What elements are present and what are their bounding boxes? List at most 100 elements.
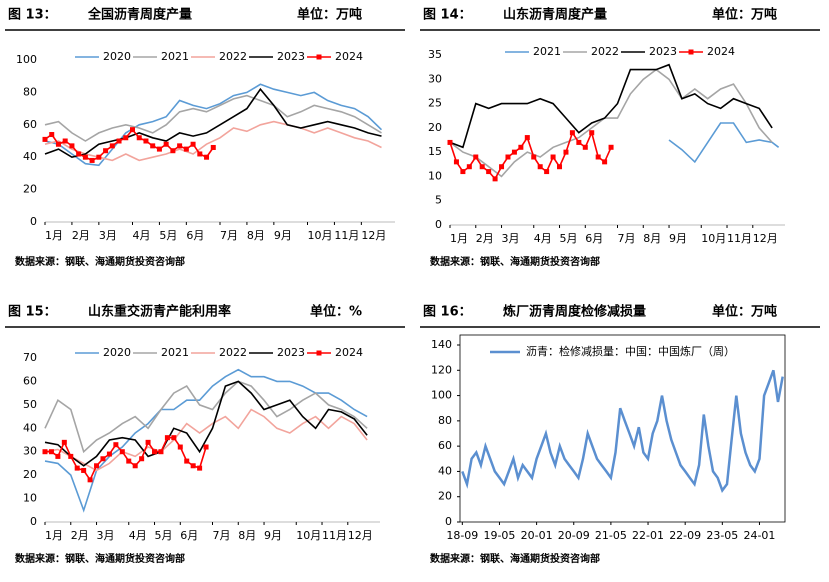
marker — [116, 138, 122, 144]
marker — [136, 135, 142, 141]
marker — [145, 439, 151, 445]
series-line — [44, 120, 382, 162]
x-tick-label: 5月 — [155, 529, 173, 542]
marker — [544, 169, 550, 175]
y-tick-label: 100 — [16, 53, 37, 66]
x-tick-label: 8月 — [247, 229, 265, 242]
marker — [119, 449, 125, 455]
legend-label: 沥青：检修减损量：中国：中国炼厂（周） — [526, 344, 735, 358]
y-tick-label: 20 — [438, 490, 452, 503]
x-tick-label: 1月 — [450, 232, 468, 245]
marker — [96, 154, 102, 160]
marker — [42, 136, 48, 142]
marker — [563, 149, 569, 155]
x-tick-label: 12月 — [753, 232, 778, 245]
y-tick-label: 0 — [435, 218, 442, 231]
y-tick-label: 60 — [23, 118, 37, 131]
x-tick-label: 6月 — [585, 232, 603, 245]
legend-label: 2024 — [707, 45, 735, 58]
x-tick-label: 7月 — [220, 229, 238, 242]
marker — [595, 154, 601, 160]
marker — [69, 143, 75, 149]
figure-label: 图 14： — [423, 8, 472, 23]
marker — [183, 146, 189, 152]
y-tick-label: 40 — [23, 150, 37, 163]
marker — [473, 154, 479, 160]
x-tick-label: 1月 — [45, 529, 63, 542]
marker — [582, 144, 588, 150]
marker — [82, 154, 88, 160]
x-tick-label: 22-09 — [669, 529, 701, 542]
y-tick-label: 15 — [428, 145, 442, 158]
x-tick-label: 3月 — [502, 232, 520, 245]
unit-label: 单位：% — [310, 304, 362, 320]
series-line — [668, 122, 780, 164]
marker — [87, 477, 93, 483]
x-tick-label: 10月 — [308, 229, 333, 242]
x-tick-label: 9月 — [274, 229, 292, 242]
y-tick-label: 0 — [30, 515, 37, 528]
marker — [171, 435, 177, 441]
x-tick-label: 2月 — [476, 232, 494, 245]
marker — [130, 127, 135, 133]
marker — [492, 176, 498, 182]
marker — [132, 463, 138, 469]
marker — [49, 132, 55, 138]
source-note: 数据来源：钢联、海通期货投资咨询部 — [15, 552, 185, 565]
legend-label: 2022 — [219, 50, 247, 63]
marker — [505, 154, 511, 160]
marker — [466, 164, 472, 170]
y-tick-label: 70 — [23, 351, 37, 364]
marker — [511, 149, 517, 155]
x-tick-label: 11月 — [727, 232, 752, 245]
y-tick-label: 10 — [23, 492, 37, 505]
marker — [204, 154, 210, 160]
marker — [557, 164, 563, 170]
x-tick-label: 5月 — [560, 232, 578, 245]
legend-label: 2023 — [277, 50, 305, 63]
marker — [94, 463, 100, 469]
marker — [103, 148, 109, 154]
marker — [453, 159, 459, 165]
marker — [499, 164, 505, 170]
plot-frame — [459, 334, 786, 523]
x-tick-label: 10月 — [296, 529, 321, 542]
legend-label: 2024 — [335, 50, 363, 63]
x-tick-label: 2月 — [72, 229, 90, 242]
marker — [100, 456, 106, 462]
marker — [150, 143, 156, 149]
legend-marker — [688, 49, 694, 55]
x-tick-label: 24-01 — [743, 529, 775, 542]
marker — [123, 135, 129, 141]
x-tick-label: 4月 — [534, 232, 552, 245]
marker — [177, 444, 183, 450]
y-tick-label: 5 — [435, 194, 442, 207]
y-tick-label: 60 — [438, 439, 452, 452]
marker — [48, 449, 54, 455]
x-tick-label: 18-09 — [446, 529, 478, 542]
series-line — [44, 87, 382, 159]
x-tick-label: 3月 — [99, 229, 117, 242]
unit-label: 单位：万吨 — [297, 7, 362, 23]
chart-title: 全国沥青周度产量 — [87, 7, 192, 23]
source-note: 数据来源：钢联、海通期货投资咨询部 — [430, 552, 600, 565]
series-line — [461, 369, 784, 494]
marker — [42, 449, 48, 455]
marker — [89, 157, 95, 163]
legend-marker — [316, 54, 322, 60]
marker — [62, 138, 68, 144]
marker — [61, 439, 67, 445]
series-line — [44, 408, 368, 472]
x-tick-label: 6月 — [180, 529, 198, 542]
series-line — [44, 94, 382, 142]
marker — [460, 169, 466, 175]
x-tick-label: 10月 — [701, 232, 726, 245]
y-tick-label: 20 — [23, 468, 37, 481]
x-tick-label: 7月 — [618, 232, 636, 245]
x-tick-label: 12月 — [348, 529, 373, 542]
figure-label: 图 13： — [8, 8, 57, 23]
y-tick-label: 120 — [431, 363, 452, 376]
x-tick-label: 21-05 — [595, 529, 627, 542]
x-tick-label: 2月 — [71, 529, 89, 542]
